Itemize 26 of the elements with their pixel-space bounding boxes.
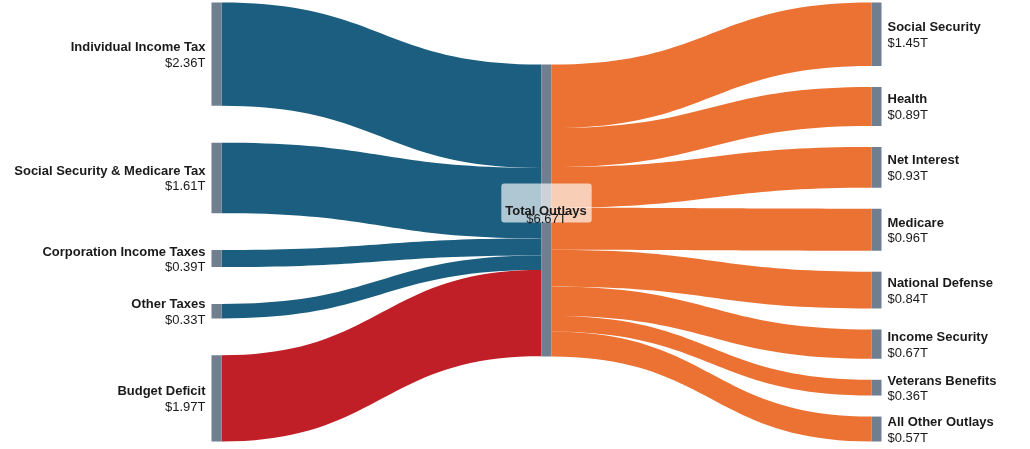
- category-label: Budget Deficit: [117, 383, 207, 399]
- category-label: Social Security & Medicare Tax: [14, 162, 207, 178]
- category-label: Individual Income Tax: [70, 39, 207, 55]
- data-label: $1.61T: [165, 178, 206, 194]
- data-label: $0.57T: [887, 429, 929, 445]
- data-label: $0.67T: [887, 344, 929, 360]
- data-label: $1.97T: [165, 398, 206, 414]
- category-label: Other Taxes: [131, 296, 206, 312]
- data-label: $1.45T: [887, 34, 929, 50]
- category-label: All Other Outlays: [887, 414, 994, 430]
- category-label: Medicare: [887, 214, 944, 230]
- data-label: $0.33T: [165, 311, 206, 327]
- data-label: $0.96T: [887, 230, 929, 246]
- category-label: Social Security: [887, 19, 982, 35]
- data-label: $0.39T: [165, 259, 206, 275]
- category-label: Income Security: [887, 329, 989, 345]
- data-label: $0.36T: [887, 388, 929, 404]
- category-label: Veterans Benefits: [887, 372, 997, 388]
- category-label: Net Interest: [887, 152, 960, 168]
- category-label: Corporation Income Taxes: [42, 243, 206, 259]
- data-label: $0.89T: [887, 106, 929, 122]
- category-label: National Defense: [887, 275, 993, 291]
- data-label: $2.36T: [165, 54, 206, 70]
- data-label: $0.84T: [887, 290, 929, 306]
- data-label: $0.93T: [887, 167, 929, 183]
- category-label: Health: [887, 91, 928, 107]
